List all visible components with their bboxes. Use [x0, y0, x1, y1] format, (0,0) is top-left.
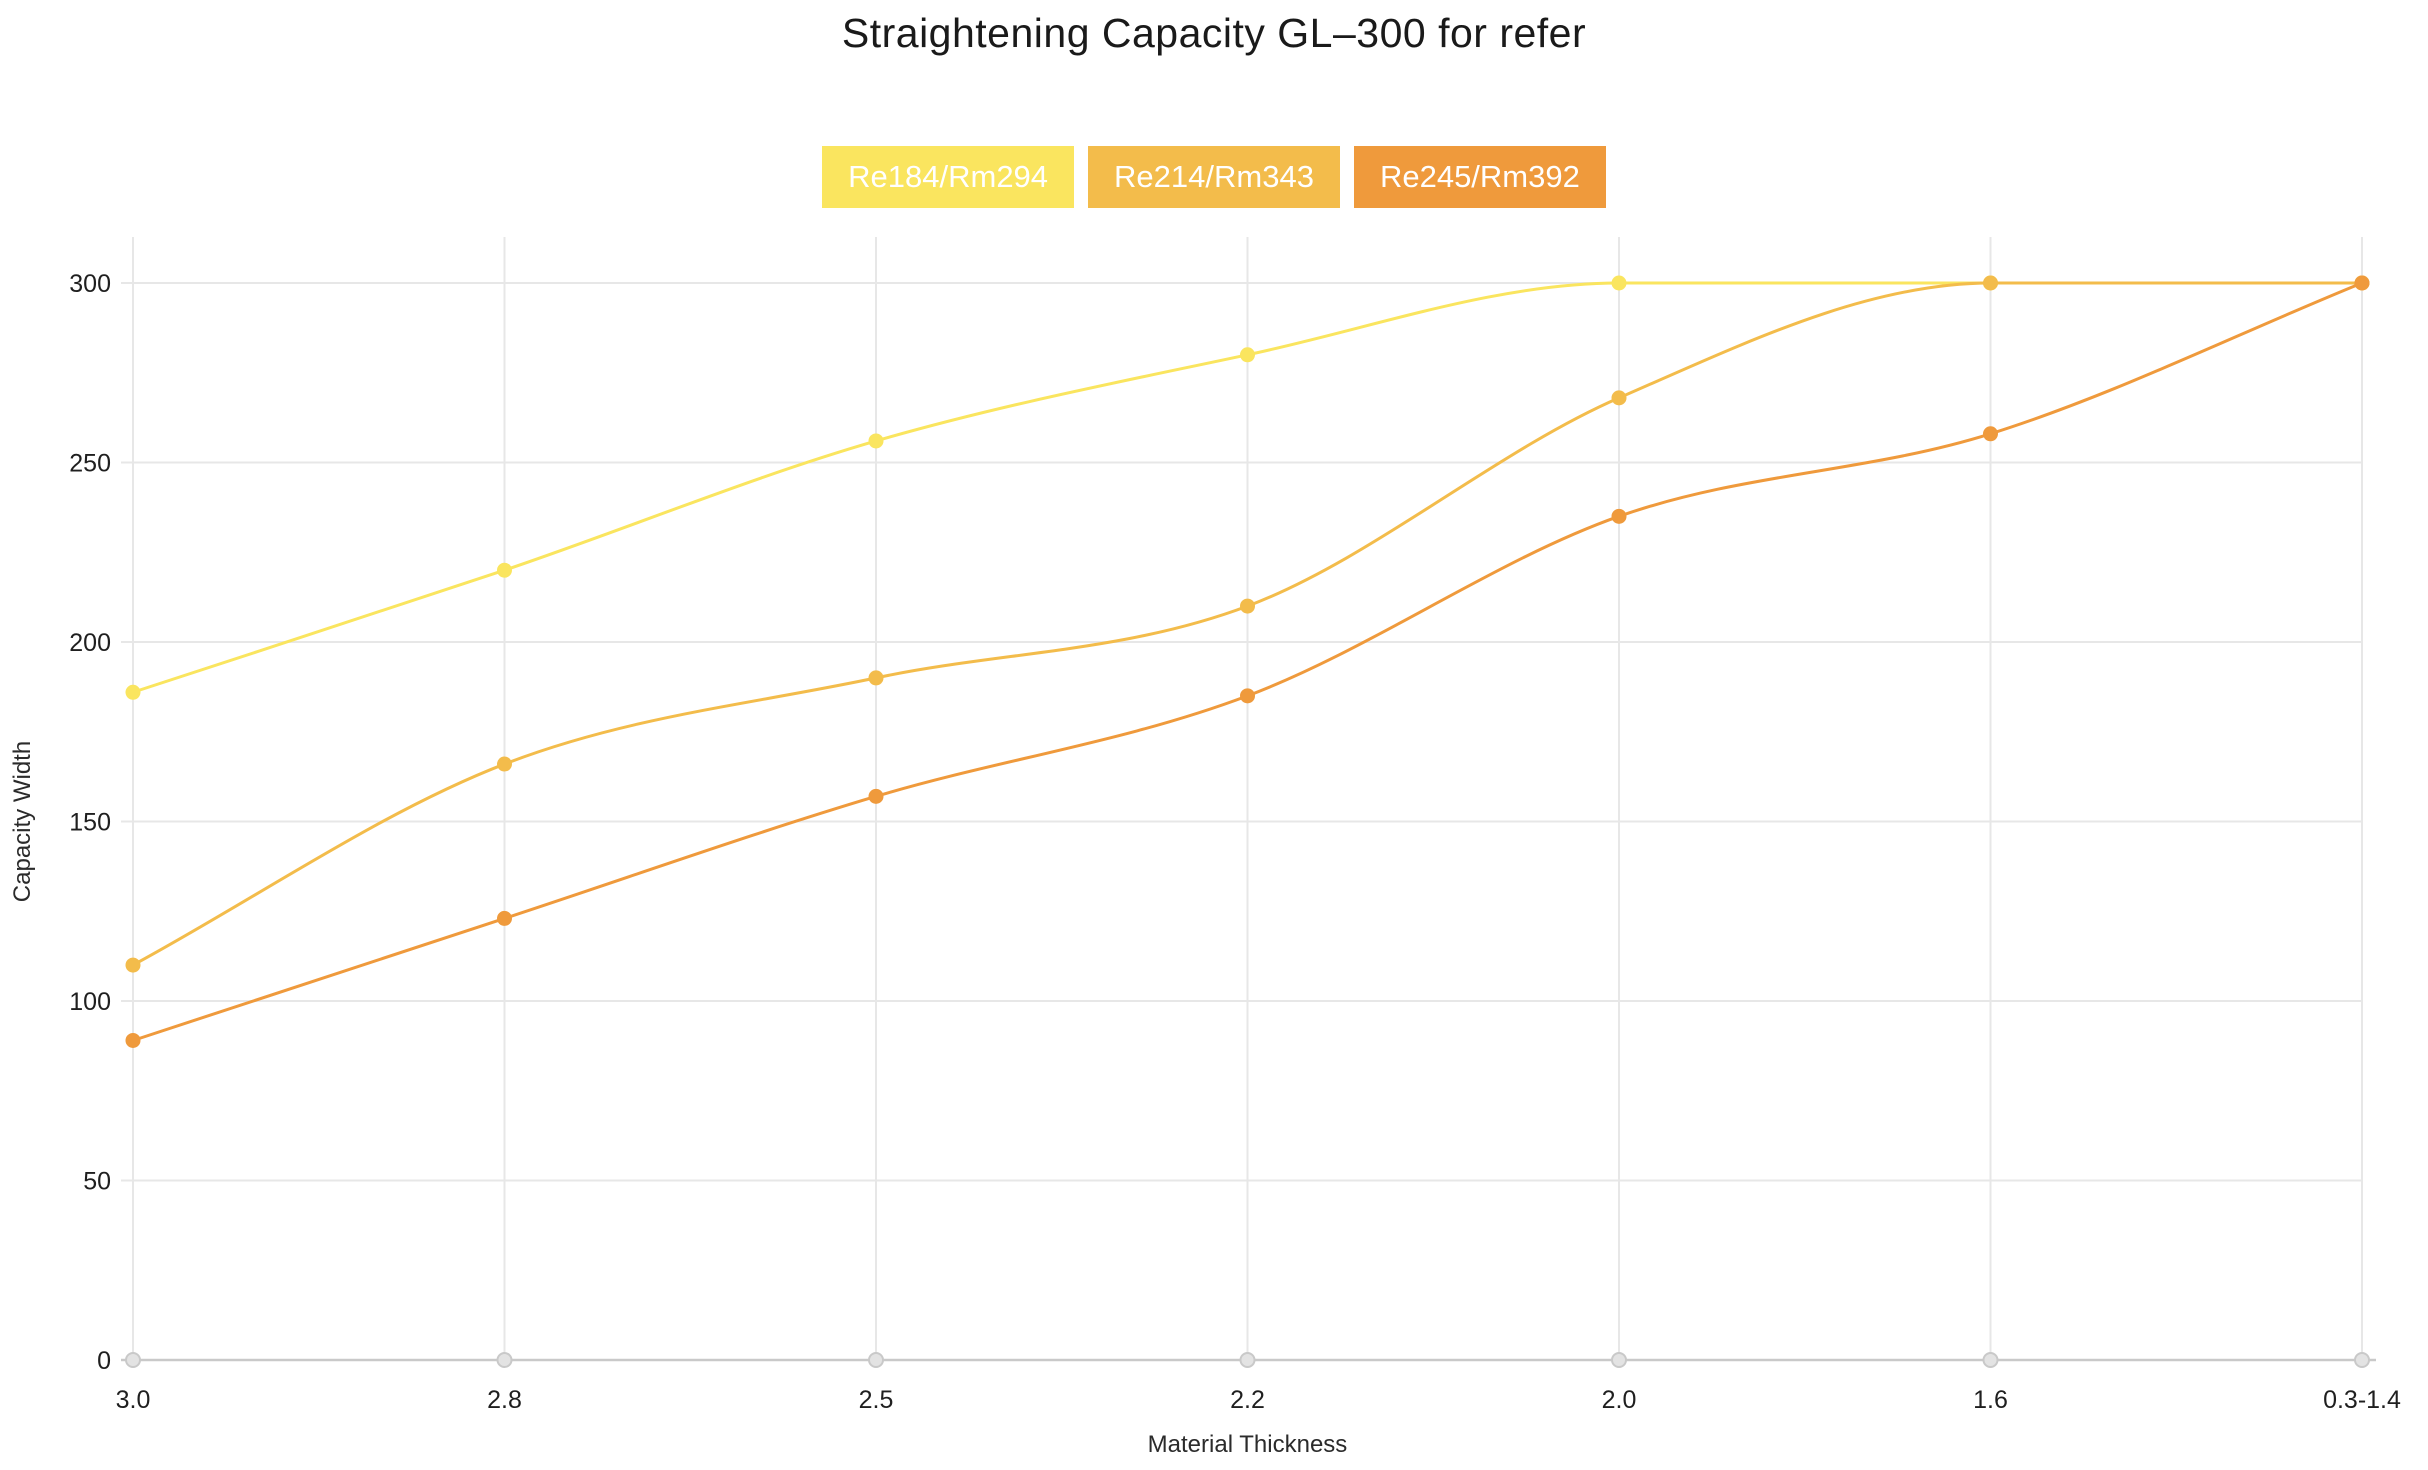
x-axis-tick-label: 2.2 [1230, 1386, 1265, 1414]
x-axis-tick-label: 1.6 [1973, 1386, 2008, 1414]
y-axis-tick-label: 0 [97, 1347, 111, 1375]
x-axis-tick-dot [1982, 1352, 1999, 1368]
x-axis-tick-label: 2.8 [487, 1386, 522, 1414]
data-point-re214-rm343 [125, 957, 141, 973]
x-axis-tick-label: 3.0 [116, 1386, 151, 1414]
y-axis-tick-label: 100 [69, 988, 111, 1016]
data-point-re245-rm392 [2354, 275, 2370, 291]
data-point-re245-rm392 [1611, 508, 1627, 524]
legend-item-re214-rm343[interactable]: Re214/Rm343 [1088, 146, 1340, 208]
y-axis-tick-label: 250 [69, 450, 111, 478]
data-point-re214-rm343 [1983, 275, 1998, 291]
data-point-re245-rm392 [1240, 688, 1255, 704]
x-axis-tick-label: 2.0 [1602, 1386, 1637, 1414]
data-point-re245-rm392 [868, 788, 884, 804]
x-axis-tick-dot [1239, 1352, 1256, 1368]
y-axis-tick-label: 50 [83, 1168, 111, 1196]
legend-item-re245-rm392[interactable]: Re245/Rm392 [1353, 146, 1606, 208]
x-axis-title: Material Thickness [1148, 1431, 1348, 1458]
data-point-re245-rm392 [125, 1032, 141, 1048]
y-axis-title: Capacity Width [9, 741, 36, 902]
data-point-re184-rm294 [125, 684, 141, 700]
x-axis-tick-label: 0.3-1.4 [2323, 1386, 2401, 1414]
x-axis-tick-dot [2354, 1352, 2370, 1368]
chart-title: Straightening Capacity GL–300 for refer [841, 10, 1587, 56]
x-axis-tick-dot [868, 1352, 884, 1368]
y-axis-tick-label: 150 [69, 809, 111, 837]
x-axis-tick-label: 2.5 [859, 1386, 894, 1414]
data-point-re214-rm343 [1240, 598, 1255, 614]
data-point-re214-rm343 [868, 670, 884, 686]
legend-item-re184-rm294[interactable]: Re184/Rm294 [822, 146, 1075, 208]
y-axis-tick-label: 200 [69, 629, 111, 657]
data-point-re214-rm343 [497, 756, 512, 772]
y-axis-tick-label: 300 [69, 270, 111, 298]
data-point-re184-rm294 [868, 433, 884, 449]
data-point-re184-rm294 [1240, 347, 1255, 363]
data-point-re184-rm294 [497, 562, 512, 578]
data-point-re214-rm343 [1611, 390, 1627, 406]
data-point-re184-rm294 [1611, 275, 1627, 291]
x-axis-tick-dot [496, 1352, 513, 1368]
chart-legend: Re184/Rm294 Re214/Rm343 Re245/Rm392 [0, 146, 2428, 208]
data-point-re245-rm392 [497, 910, 512, 926]
x-axis-tick-dot [1611, 1352, 1627, 1368]
x-axis-tick-dot [125, 1352, 141, 1368]
data-point-re245-rm392 [1983, 426, 1998, 442]
